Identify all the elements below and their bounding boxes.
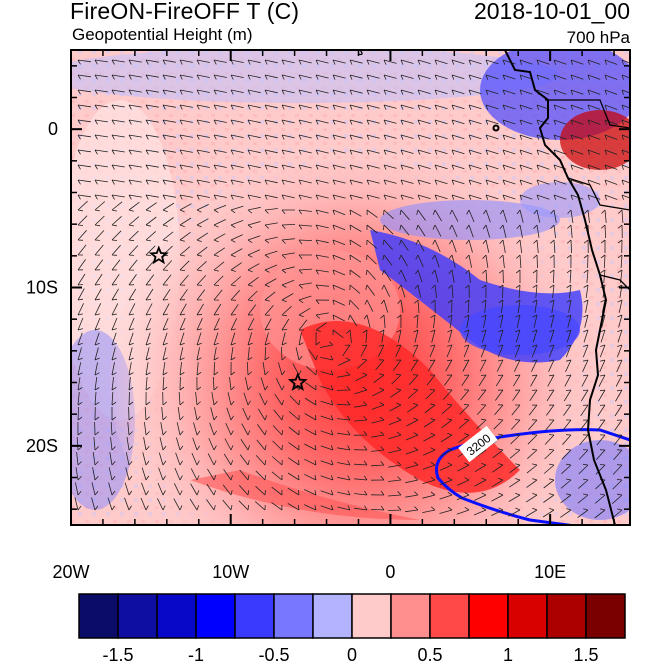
marker-layer <box>148 245 308 391</box>
x-tick-label: 10W <box>212 562 249 582</box>
wind-barbs <box>74 59 630 519</box>
star-marker-icon <box>287 372 308 391</box>
colorbar-swatch <box>351 593 392 639</box>
colorbar-label: 0.5 <box>417 645 443 665</box>
map-title: FireON-FireOFF T (C) <box>70 0 300 24</box>
colorbar-swatch <box>468 593 509 639</box>
colorbar-swatch <box>390 593 431 639</box>
colorbar-label: -1.5 <box>102 645 134 665</box>
colorbar-swatch <box>195 593 236 639</box>
colorbar <box>78 593 626 639</box>
x-tick-label: 0 <box>385 562 395 582</box>
map-level: 700 hPa <box>566 28 630 47</box>
map-subtitle: Geopotential Height (m) <box>72 25 253 44</box>
x-tick-label: 20W <box>52 562 89 582</box>
map-axes: 20W 10W 0 10E 0 10S 20S <box>26 50 630 582</box>
colorbar-swatch <box>585 593 626 639</box>
colorbar-label: 0 <box>346 645 358 665</box>
star-marker-icon <box>148 245 169 265</box>
colorbar-swatch <box>234 593 275 639</box>
y-tick-label: 20S <box>26 436 58 456</box>
map-datetime: 2018-10-01_00 <box>473 0 630 24</box>
map-field <box>71 50 630 525</box>
colorbar-label: -0.5 <box>258 645 290 665</box>
y-tick-label: 0 <box>48 119 58 139</box>
y-tick-label: 10S <box>26 278 58 298</box>
colorbar-swatch <box>312 593 353 639</box>
colorbar-swatch <box>156 593 197 639</box>
colorbar-swatch <box>546 593 587 639</box>
colorbar-label: 1.5 <box>573 645 599 665</box>
colorbar-swatch <box>78 593 119 639</box>
colorbar-label: 1 <box>502 645 514 665</box>
x-tick-label: 10E <box>534 562 566 582</box>
colorbar-swatch <box>117 593 158 639</box>
colorbar-label: -1 <box>187 645 205 665</box>
colorbar-swatch <box>507 593 548 639</box>
coastline <box>357 50 630 525</box>
colorbar-swatch <box>429 593 470 639</box>
colorbar-swatch <box>273 593 314 639</box>
